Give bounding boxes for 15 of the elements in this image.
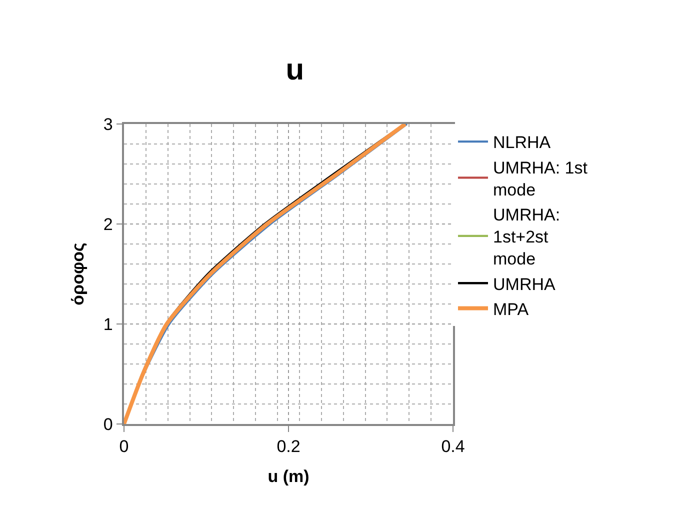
x-tick-label: 0 bbox=[119, 437, 129, 456]
y-tick-label: 1 bbox=[103, 314, 113, 334]
y-tick-label: 3 bbox=[103, 114, 113, 134]
y-axis-title: όροφος bbox=[68, 242, 88, 306]
chart-title: u bbox=[286, 54, 304, 87]
legend-label: MPA bbox=[493, 300, 530, 319]
y-tick-label: 2 bbox=[103, 214, 113, 234]
x-tick-label: 0.4 bbox=[441, 437, 465, 456]
x-axis-title: u (m) bbox=[268, 467, 310, 486]
y-tick-label: 0 bbox=[103, 414, 113, 434]
legend-label: UMRHA bbox=[493, 274, 556, 294]
legend-label: UMRHA: 1st mode bbox=[493, 158, 588, 200]
x-tick-label: 0.2 bbox=[276, 437, 300, 456]
legend-label: NLRHA bbox=[493, 133, 552, 152]
legend-label: UMRHA: 1st+2st mode bbox=[493, 205, 560, 269]
